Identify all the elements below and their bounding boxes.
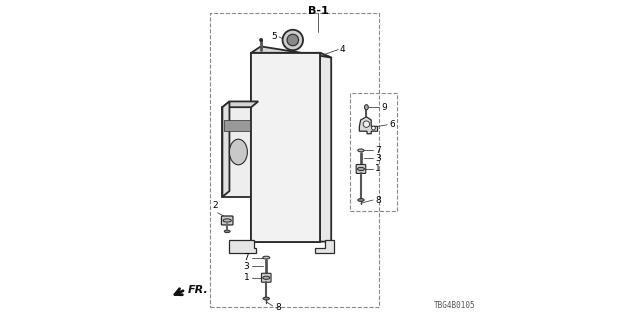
- Text: 8: 8: [275, 303, 281, 312]
- Polygon shape: [223, 101, 230, 197]
- Text: B-1: B-1: [308, 6, 329, 16]
- Text: 1: 1: [375, 164, 381, 173]
- Ellipse shape: [358, 198, 364, 202]
- Text: 9: 9: [381, 103, 387, 112]
- Polygon shape: [315, 240, 334, 253]
- FancyBboxPatch shape: [262, 273, 271, 282]
- Ellipse shape: [263, 256, 270, 259]
- Ellipse shape: [365, 105, 369, 110]
- Text: FR.: FR.: [188, 285, 208, 295]
- Text: 7: 7: [375, 146, 381, 155]
- Text: 6: 6: [390, 120, 396, 129]
- Circle shape: [282, 30, 303, 50]
- Ellipse shape: [225, 230, 230, 233]
- Ellipse shape: [263, 297, 269, 300]
- Ellipse shape: [263, 276, 270, 279]
- Polygon shape: [320, 53, 332, 242]
- Text: 4: 4: [340, 45, 346, 54]
- Circle shape: [364, 121, 370, 127]
- Text: 5: 5: [271, 32, 277, 41]
- Bar: [210, 13, 380, 307]
- Text: 3: 3: [244, 262, 250, 271]
- Polygon shape: [223, 101, 259, 107]
- Text: 3: 3: [375, 154, 381, 163]
- Ellipse shape: [358, 149, 364, 152]
- Text: 7: 7: [244, 253, 250, 262]
- Polygon shape: [251, 53, 320, 242]
- Circle shape: [287, 34, 298, 46]
- Circle shape: [260, 38, 263, 42]
- FancyBboxPatch shape: [221, 216, 233, 225]
- Polygon shape: [223, 107, 251, 197]
- Text: TBG4B0105: TBG4B0105: [433, 301, 475, 310]
- Text: 8: 8: [375, 196, 381, 204]
- Ellipse shape: [223, 219, 232, 222]
- FancyBboxPatch shape: [356, 164, 366, 173]
- Bar: [351, 93, 397, 211]
- Circle shape: [371, 126, 375, 130]
- Polygon shape: [229, 240, 256, 253]
- Polygon shape: [224, 120, 250, 131]
- Ellipse shape: [358, 167, 365, 171]
- Text: 2: 2: [212, 201, 218, 210]
- Polygon shape: [251, 46, 332, 58]
- Text: 1: 1: [244, 273, 250, 282]
- Polygon shape: [360, 117, 378, 134]
- Ellipse shape: [230, 139, 248, 165]
